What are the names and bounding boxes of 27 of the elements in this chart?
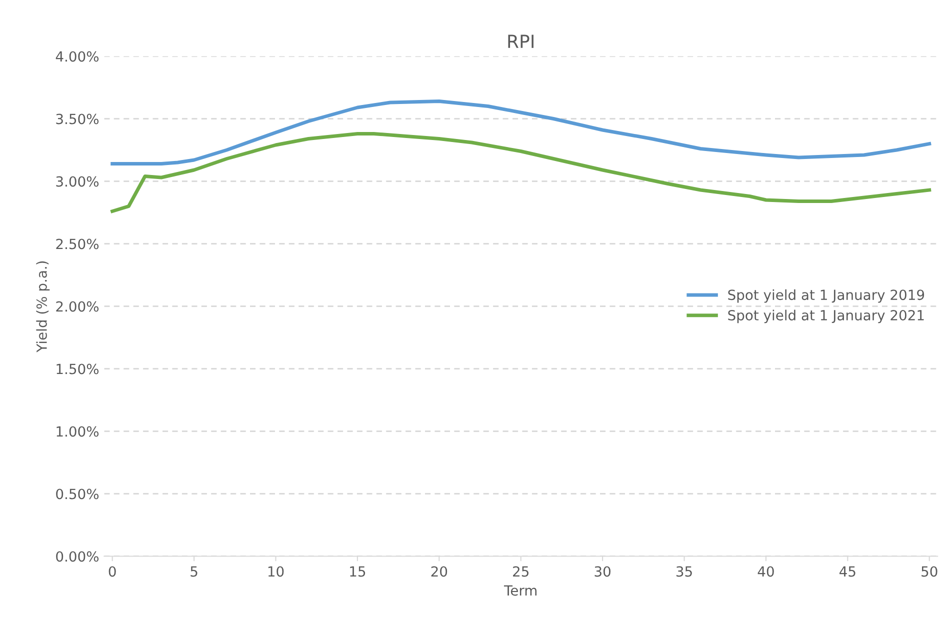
y-axis-title: Yield (% p.a.) [36,261,50,352]
y-tick-label: 4.00% [56,51,99,62]
y-tick-label: 1.50% [56,364,99,374]
x-tick-label: 25 [513,566,528,577]
x-tick-label: 50 [922,566,938,577]
x-tick-label: 40 [758,566,774,577]
legend-label: Spot yield at 1 January 2019 [728,289,924,303]
x-tick-label: 35 [676,566,692,577]
x-tick-label: 5 [190,566,198,577]
x-tick-label: 45 [840,566,856,577]
line-series [110,132,932,213]
x-tick-label: 15 [350,566,366,577]
x-tick-label: 20 [431,566,448,577]
x-axis-title: Term [504,585,537,596]
legend-label: Spot yield at 1 January 2021 [728,310,924,324]
y-tick-label: 1.00% [56,426,99,437]
y-tick-label: 3.50% [56,114,99,124]
y-tick-label: 0.00% [56,551,99,562]
y-tick-label: 2.50% [56,238,99,250]
x-tick-label: 0 [108,566,116,577]
line-series [110,100,932,166]
chart-title: RPI [508,34,534,48]
y-tick-label: 0.50% [56,488,99,500]
x-tick-label: 30 [594,566,610,577]
x-tick-label: 10 [268,566,284,577]
y-tick-label: 3.00% [56,176,99,187]
y-tick-label: 2.00% [56,301,99,312]
